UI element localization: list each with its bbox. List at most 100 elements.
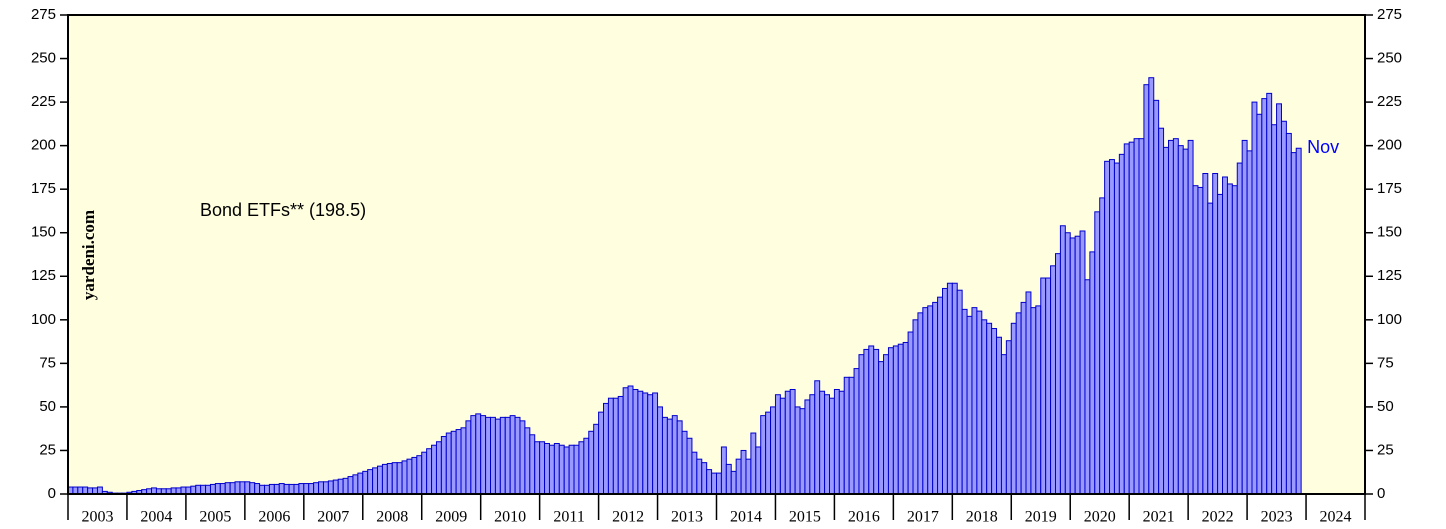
bar (445, 432, 452, 495)
bar (460, 427, 467, 495)
bar (327, 480, 334, 495)
bar (716, 472, 722, 495)
bar (278, 483, 285, 495)
x-tick-label: 2023 (1261, 509, 1293, 526)
y-tick-label: 50 (39, 398, 56, 415)
bar (254, 483, 261, 495)
bar (195, 484, 202, 495)
bar (1069, 237, 1076, 495)
bar (765, 411, 772, 495)
bar (740, 449, 747, 495)
bar (691, 451, 698, 495)
bar (426, 448, 433, 495)
bar (465, 420, 472, 495)
bar (77, 486, 84, 495)
bar (735, 458, 742, 495)
bar (863, 348, 870, 495)
bar (642, 392, 649, 495)
x-tick-label: 2010 (494, 509, 526, 526)
bar (337, 478, 344, 495)
bar (750, 432, 757, 495)
bar (214, 483, 221, 495)
bar (332, 479, 339, 495)
bar (288, 483, 295, 495)
bar (440, 436, 447, 495)
y-tick-label: 100 (31, 311, 56, 328)
bar (470, 415, 477, 495)
bar (1197, 186, 1204, 495)
bar (519, 420, 526, 495)
bar (598, 411, 605, 495)
x-tick-label: 2004 (140, 509, 172, 526)
bar (480, 415, 487, 495)
bar (951, 282, 958, 495)
bar (529, 434, 536, 495)
bar (209, 483, 216, 495)
bar (372, 467, 379, 495)
bar (666, 418, 673, 495)
bar (96, 486, 103, 495)
bar (745, 458, 752, 495)
bar (706, 469, 713, 495)
bar (1084, 279, 1091, 495)
x-tick-label: 2008 (376, 509, 408, 526)
bar (794, 406, 801, 495)
bar (887, 347, 894, 495)
bar (431, 444, 437, 495)
bar (352, 474, 359, 495)
bar (578, 441, 585, 495)
bar (205, 484, 211, 495)
bar (1241, 139, 1248, 495)
bar (956, 289, 963, 495)
bar (878, 361, 885, 495)
bar (494, 418, 501, 495)
bar (784, 390, 791, 495)
bar (396, 462, 403, 495)
bar (1143, 84, 1150, 495)
bar (720, 446, 727, 495)
bar (1153, 99, 1160, 495)
bar (1158, 127, 1165, 495)
bar (1113, 162, 1120, 495)
bar (853, 368, 860, 495)
bar (313, 482, 320, 495)
bar (1123, 143, 1130, 495)
x-tick-label: 2009 (435, 509, 467, 526)
bar (725, 463, 732, 495)
bar (259, 484, 266, 495)
y-tick-label-right: 200 (1377, 137, 1402, 154)
bar (1005, 340, 1012, 495)
bar (1256, 113, 1263, 495)
bar (308, 483, 315, 495)
y-tick-label: 200 (31, 137, 56, 154)
bar (588, 430, 595, 495)
bar (401, 460, 408, 495)
y-tick-label-right: 50 (1377, 398, 1394, 415)
y-tick-label: 25 (39, 441, 56, 458)
bar (607, 397, 614, 495)
bar (1236, 162, 1243, 495)
bar (779, 397, 786, 495)
bar (1045, 277, 1052, 495)
x-tick-label: 2013 (671, 509, 703, 526)
bar (897, 343, 904, 495)
bar (72, 486, 79, 495)
x-tick-label: 2018 (966, 509, 998, 526)
bar (1074, 235, 1081, 495)
bar (1010, 322, 1017, 495)
bar (617, 395, 624, 495)
bar (82, 486, 89, 495)
bar (774, 394, 781, 495)
bar (298, 483, 305, 495)
bar (544, 442, 550, 495)
bar (416, 455, 423, 495)
x-tick-label: 2006 (258, 509, 290, 526)
y-tick-label-right: 25 (1377, 441, 1394, 458)
bar (941, 287, 948, 495)
bar (573, 444, 580, 495)
bar (1035, 305, 1042, 495)
bar (632, 388, 639, 495)
y-tick-label: 125 (31, 267, 56, 284)
bar (868, 345, 875, 495)
bar (883, 354, 889, 495)
